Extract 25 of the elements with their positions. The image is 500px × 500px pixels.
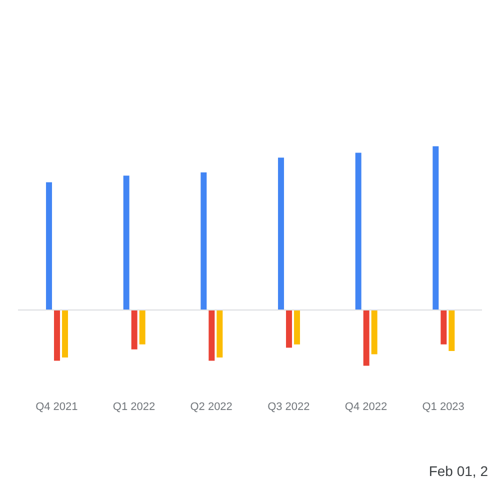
bar: [46, 182, 52, 310]
bar: [355, 152, 362, 310]
x-tick-label: Q2 2022: [190, 400, 232, 413]
bar: [286, 310, 292, 348]
bar: [62, 310, 68, 358]
x-tick-label: Q1 2023: [422, 400, 464, 413]
x-tick-label: Q4 2021: [36, 400, 78, 413]
bar: [200, 172, 207, 310]
bar: [139, 310, 146, 344]
bar: [131, 310, 138, 350]
x-tick-label: Q1 2022: [112, 400, 156, 413]
bar: [54, 310, 60, 361]
bar: [216, 310, 223, 358]
x-tick-label: Q3 2022: [268, 400, 310, 413]
bar: [363, 310, 370, 366]
bar: [432, 146, 439, 310]
bar: [448, 310, 455, 351]
text: Feb 01, 2: [428, 463, 488, 479]
bar: [440, 310, 447, 344]
bar: [123, 176, 130, 310]
bar: [208, 310, 215, 361]
bar: [371, 310, 378, 354]
x-tick-label: Q4 2022: [344, 400, 388, 413]
bar: [294, 310, 300, 344]
bar: [278, 158, 284, 310]
